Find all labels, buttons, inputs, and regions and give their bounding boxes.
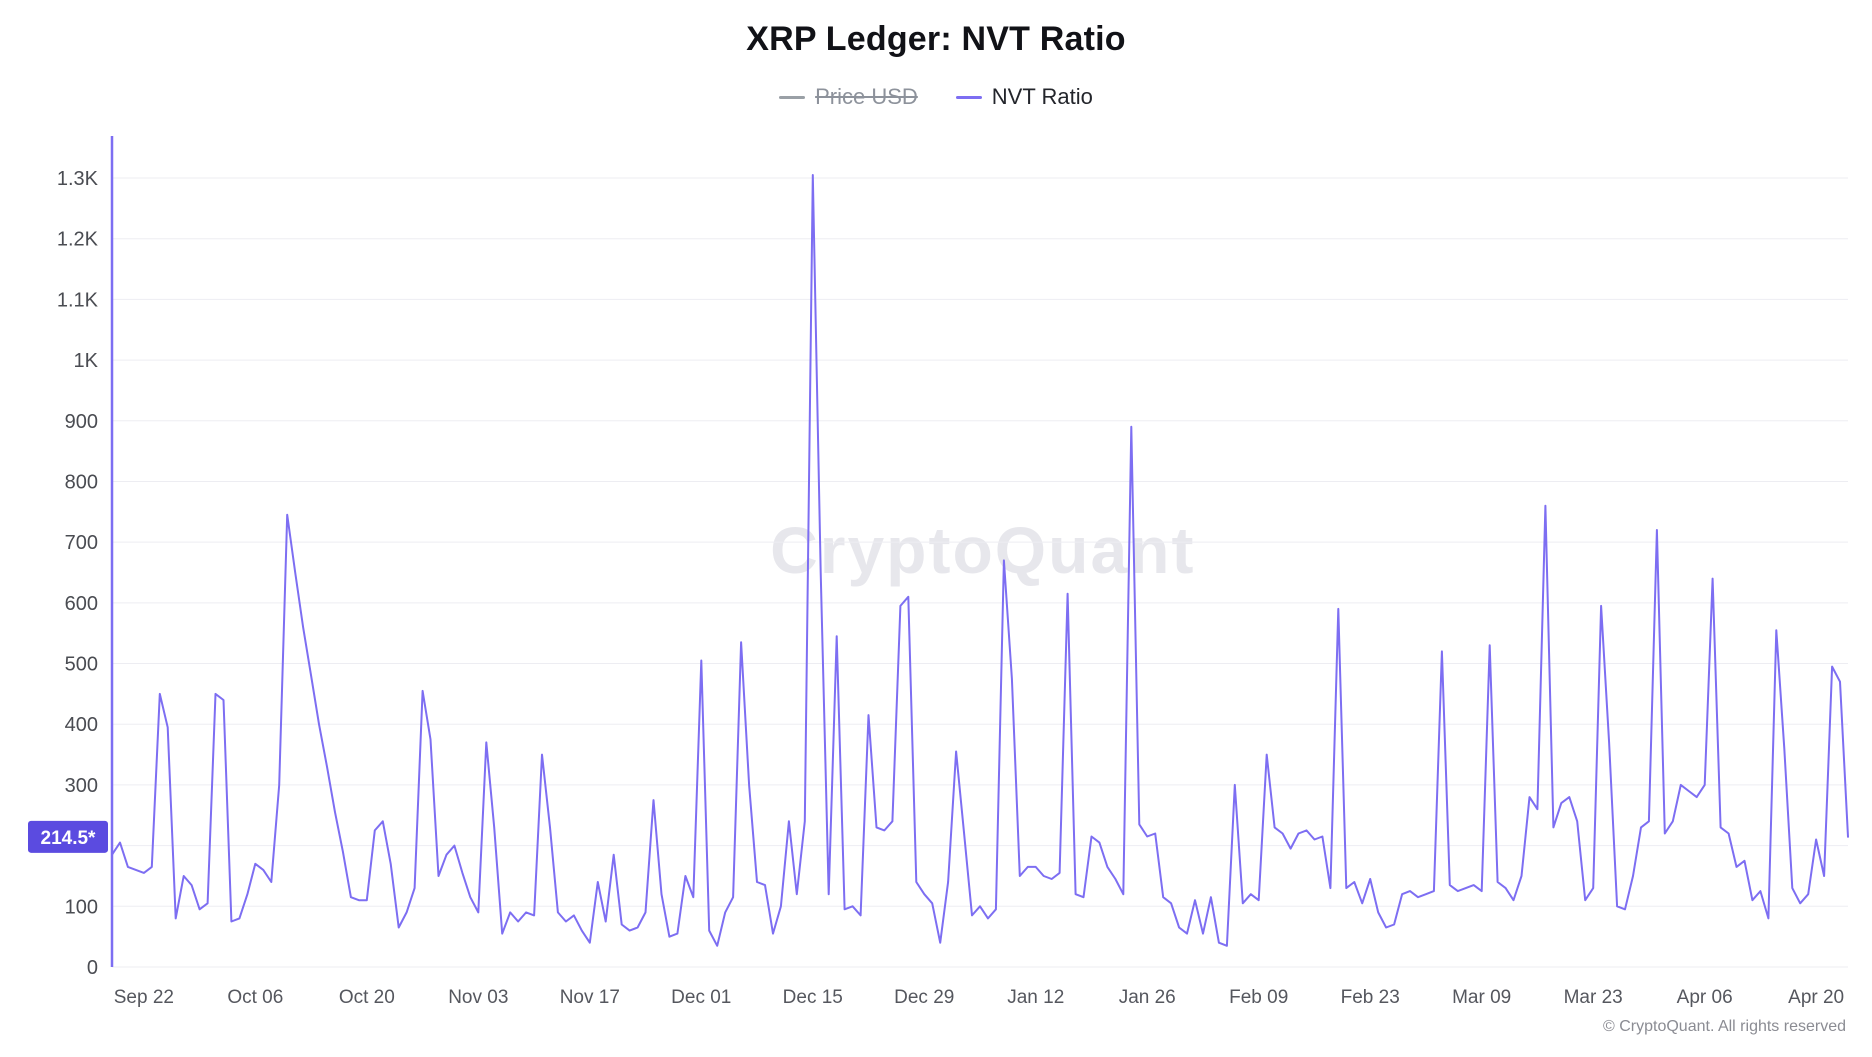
legend-label-nvt-ratio: NVT Ratio <box>991 84 1093 109</box>
x-tick-label: Dec 01 <box>671 987 731 1008</box>
x-tick-label: Nov 17 <box>560 987 620 1008</box>
x-tick-label: Apr 20 <box>1788 987 1844 1008</box>
y-tick-label: 600 <box>65 593 98 615</box>
y-tick-label: 900 <box>65 411 98 433</box>
x-tick-label: Mar 23 <box>1564 987 1623 1008</box>
x-tick-label: Dec 15 <box>783 987 843 1008</box>
x-tick-label: Mar 09 <box>1452 987 1511 1008</box>
x-tick-label: Oct 20 <box>339 987 395 1008</box>
y-tick-label: 1.3K <box>57 168 99 190</box>
x-tick-label: Jan 26 <box>1119 987 1176 1008</box>
nvt-ratio-line-swatch-icon <box>955 95 982 99</box>
page-title: XRP Ledger: NVT Ratio <box>746 20 1126 58</box>
copyright-notice: © CryptoQuant. All rights reserved <box>1603 1018 1846 1035</box>
legend-item-price-usd[interactable]: Price USD <box>779 84 918 110</box>
x-tick-label: Jan 12 <box>1007 987 1064 1008</box>
x-tick-label: Sep 22 <box>114 987 174 1008</box>
cryptoquant-watermark: CryptoQuant <box>770 512 1196 587</box>
y-tick-label: 1K <box>74 350 99 372</box>
x-tick-label: Feb 09 <box>1229 987 1288 1008</box>
last-value-badge <box>28 820 108 853</box>
chart-legend: Price USD NVT Ratio <box>0 84 1872 110</box>
y-tick-label: 400 <box>65 714 98 736</box>
x-tick-label: Feb 23 <box>1341 987 1400 1008</box>
y-tick-label: 500 <box>65 654 98 676</box>
legend-label-price-usd: Price USD <box>815 84 918 109</box>
x-tick-label: Apr 06 <box>1677 987 1733 1008</box>
x-tick-label: Nov 03 <box>448 987 508 1008</box>
x-tick-label: Dec 29 <box>894 987 954 1008</box>
nvt-ratio-series-line <box>111 174 1849 947</box>
last-value-badge-label: 214.5* <box>41 828 97 849</box>
y-tick-label: 1.2K <box>57 229 99 251</box>
x-tick-label: Oct 06 <box>227 987 283 1008</box>
legend-item-nvt-ratio[interactable]: NVT Ratio <box>955 84 1093 110</box>
y-tick-label: 300 <box>65 775 98 797</box>
y-tick-label: 1.1K <box>57 289 99 311</box>
y-tick-label: 700 <box>65 532 98 554</box>
y-tick-label: 800 <box>65 471 98 493</box>
y-tick-label: 0 <box>87 957 98 979</box>
price-usd-line-swatch-icon <box>779 95 806 99</box>
y-tick-label: 100 <box>65 896 98 918</box>
